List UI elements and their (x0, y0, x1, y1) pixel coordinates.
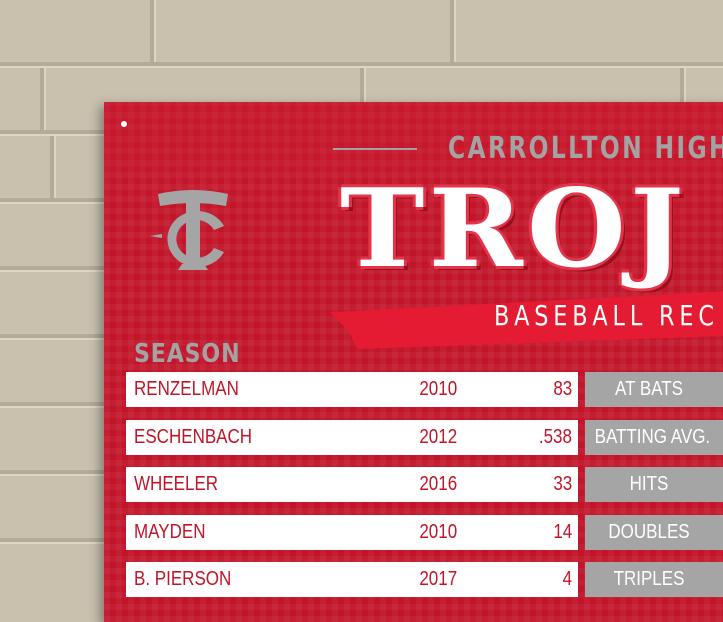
mortar-line (450, 0, 454, 62)
player-name: MAYDEN (134, 521, 206, 543)
mortar-line (40, 68, 44, 130)
tc-logo-icon (150, 190, 228, 270)
record-row: B. PIERSON 2017 4 TRIPLES (126, 562, 723, 597)
mortar-line (50, 136, 54, 198)
title-rule (333, 148, 417, 150)
record-year: 2010 (419, 378, 458, 400)
player-name: B. PIERSON (134, 568, 232, 590)
record-value: 33 (553, 473, 572, 495)
record-row: RENZELMAN 2010 83 AT BATS (126, 372, 723, 407)
stat-label: BATTING AVG. (594, 426, 711, 448)
player-name: ESCHENBACH (134, 426, 253, 448)
records-board: CARROLLTON HIGH TROJ BASEBALL REC SEASON… (104, 102, 723, 622)
stat-label: TRIPLES (613, 568, 685, 590)
record-value: .538 (538, 426, 572, 448)
mounting-hole (121, 121, 127, 127)
stat-label: HITS (629, 473, 669, 495)
school-name: CARROLLTON HIGH (448, 131, 723, 166)
stat-label: AT BATS (614, 378, 684, 400)
player-name: WHEELER (134, 473, 219, 495)
mortar-line (680, 68, 684, 130)
section-heading: SEASON (134, 339, 241, 369)
record-year: 2017 (419, 568, 458, 590)
record-year: 2010 (419, 521, 458, 543)
board-subtitle: BASEBALL REC (494, 299, 719, 332)
record-value: 83 (553, 378, 572, 400)
record-value: 4 (562, 568, 572, 590)
team-title: TROJ (340, 166, 688, 292)
record-row: MAYDEN 2010 14 DOUBLES (126, 515, 723, 550)
mortar-line (360, 68, 364, 130)
record-value: 14 (553, 521, 572, 543)
mortar-line (150, 0, 154, 62)
record-year: 2016 (419, 473, 458, 495)
record-row: ESCHENBACH 2012 .538 BATTING AVG. (126, 420, 723, 455)
record-row: WHEELER 2016 33 HITS (126, 467, 723, 502)
player-name: RENZELMAN (134, 378, 239, 400)
stat-label: DOUBLES (608, 521, 690, 543)
record-year: 2012 (419, 426, 458, 448)
